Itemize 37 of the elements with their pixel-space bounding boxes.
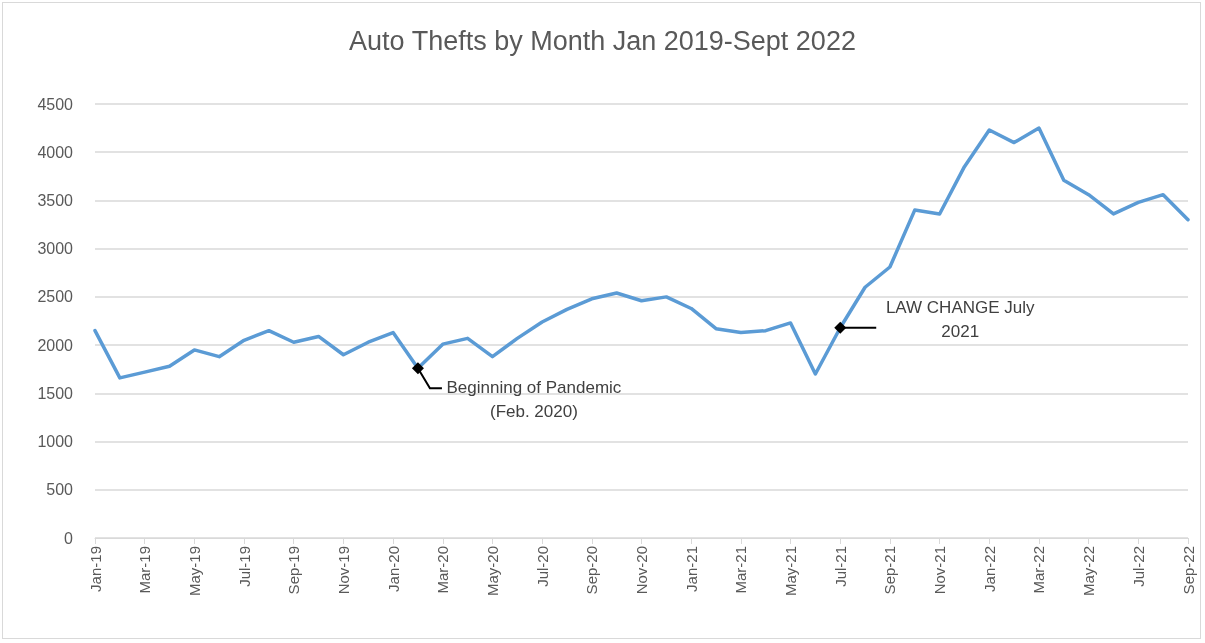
y-tick-label: 2500 xyxy=(37,288,74,306)
x-tick-label: May-22 xyxy=(1080,546,1098,597)
x-tick-label: May-21 xyxy=(782,546,800,597)
chart-title: Auto Thefts by Month Jan 2019-Sept 2022 xyxy=(349,25,856,56)
y-tick-label: 4000 xyxy=(37,143,74,161)
annotation: LAW CHANGE July 2021 xyxy=(884,296,1036,343)
x-tick-label: May-20 xyxy=(483,546,501,597)
x-tick-label: Mar-19 xyxy=(136,546,154,594)
x-tick-label: Nov-21 xyxy=(931,546,949,595)
x-tick-label: Jul-22 xyxy=(1129,546,1147,587)
x-tick-label: Mar-22 xyxy=(1030,546,1048,594)
annotation: Beginning of Pandemic (Feb. 2020) xyxy=(445,377,623,424)
y-tick-label: 1500 xyxy=(37,384,74,402)
x-tick-label: Jan-19 xyxy=(86,546,104,592)
x-tick-label: May-19 xyxy=(185,546,203,597)
y-tick-label: 3500 xyxy=(37,191,74,209)
x-tick-label: Jan-22 xyxy=(980,546,998,592)
x-tick-label: Sep-21 xyxy=(881,546,899,595)
y-tick-label: 0 xyxy=(64,529,74,547)
y-tick-label: 2000 xyxy=(37,336,74,354)
x-tick-label: Sep-19 xyxy=(285,546,303,595)
y-tick-label: 3000 xyxy=(37,240,74,258)
x-tick-label: Jan-20 xyxy=(384,546,402,592)
x-tick-label: Jul-19 xyxy=(235,546,253,587)
line-series xyxy=(93,126,1190,380)
x-tick-label: Mar-20 xyxy=(434,546,452,594)
x-tick-label: Jul-21 xyxy=(831,546,849,587)
x-tick-label: Jan-21 xyxy=(682,546,700,592)
x-tick-label: Jul-20 xyxy=(533,546,551,587)
y-tick-label: 1000 xyxy=(37,433,74,451)
y-tick-label: 4500 xyxy=(37,95,74,113)
x-tick-label: Nov-19 xyxy=(334,546,352,595)
y-tick-label: 500 xyxy=(46,481,74,499)
x-tick-label: Sep-22 xyxy=(1179,546,1197,595)
x-tick-label: Mar-21 xyxy=(732,546,750,594)
x-tick-label: Nov-20 xyxy=(633,546,650,595)
x-tick-label: Sep-20 xyxy=(583,546,601,595)
